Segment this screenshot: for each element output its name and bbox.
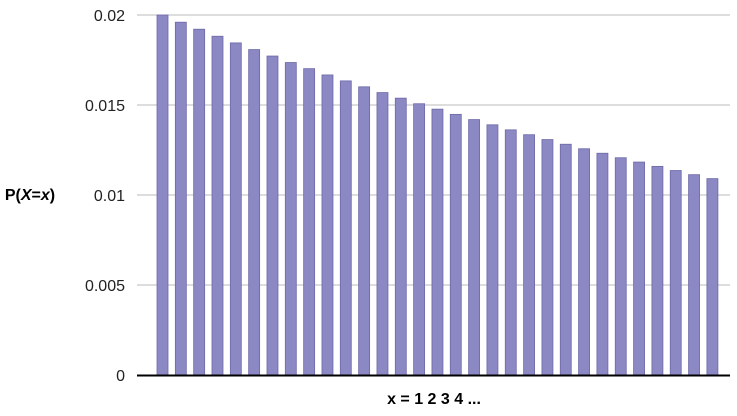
x-axis-label: x = 1 2 3 4 ... (387, 391, 481, 408)
bar-x-17 (449, 113, 462, 376)
bar-x-19 (486, 124, 499, 376)
bar-x-20 (504, 129, 517, 376)
bar-x-23 (559, 143, 572, 376)
bar-x-25 (596, 152, 609, 376)
bar-x-16 (431, 108, 444, 376)
y-tick-label: 0.015 (85, 98, 125, 115)
bar-x-18 (468, 119, 481, 376)
bar-x-12 (358, 86, 371, 376)
y-axis-label: P(X=x) (5, 187, 55, 204)
bar-x-27 (633, 161, 645, 376)
bar-x-28 (651, 165, 664, 376)
bar-x-29 (669, 170, 682, 376)
bar-x-14 (394, 97, 407, 376)
bar-x-3 (193, 28, 206, 376)
bar-x-15 (413, 103, 426, 376)
bar-x-11 (339, 80, 352, 376)
bar-x-2 (174, 21, 187, 376)
bar-x-31 (706, 178, 719, 376)
bar-x-4 (211, 35, 224, 376)
bar-x-24 (578, 148, 590, 376)
bar-x-1 (156, 14, 169, 376)
bar-x-5 (229, 42, 242, 376)
bar-x-9 (303, 68, 316, 376)
bar-x-6 (248, 49, 261, 376)
bar-x-22 (541, 139, 554, 376)
bar-x-8 (284, 62, 297, 376)
y-tick-label: 0.01 (94, 188, 125, 205)
bar-x-30 (688, 174, 700, 376)
y-tick-label: 0.02 (94, 8, 125, 25)
bar-x-21 (523, 134, 535, 376)
bar-x-10 (321, 74, 334, 376)
bar-x-13 (376, 92, 389, 376)
bar-x-26 (614, 157, 627, 376)
y-tick-label: 0 (116, 368, 125, 385)
bar-x-7 (266, 55, 279, 376)
y-tick-label: 0.005 (85, 278, 125, 295)
